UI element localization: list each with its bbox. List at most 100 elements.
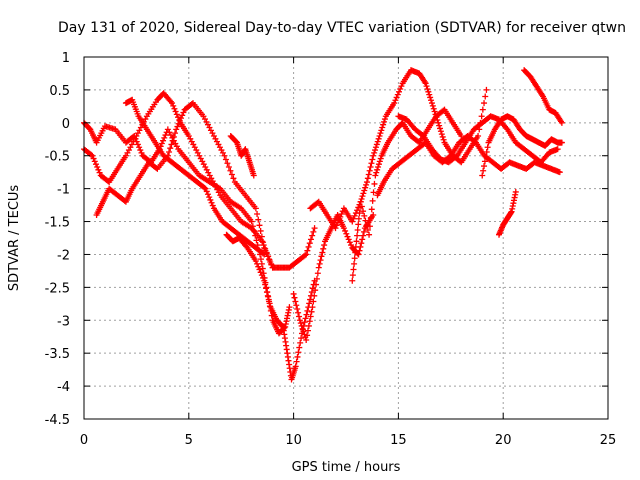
- data-point: [349, 272, 356, 279]
- data-point: [374, 138, 381, 145]
- data-point: [292, 298, 299, 305]
- data-point: [370, 152, 377, 159]
- data-point: [303, 251, 310, 258]
- data-point: [222, 156, 229, 163]
- data-point: [480, 167, 487, 174]
- data-point: [307, 313, 314, 320]
- data-point: [440, 136, 447, 143]
- data-layer: [81, 67, 565, 383]
- data-point: [294, 353, 301, 360]
- data-point: [170, 133, 177, 140]
- data-point: [291, 294, 298, 301]
- data-point: [258, 233, 265, 240]
- data-point: [248, 218, 255, 225]
- data-point: [381, 118, 388, 125]
- x-tick-label: 10: [285, 433, 302, 448]
- data-point: [95, 166, 102, 173]
- data-point: [96, 169, 103, 176]
- data-point: [436, 122, 443, 129]
- data-point: [227, 167, 234, 174]
- data-point: [261, 277, 268, 284]
- data-point: [188, 101, 195, 108]
- data-point: [295, 309, 302, 316]
- data-point: [367, 164, 374, 171]
- data-point: [342, 227, 349, 234]
- data-point: [256, 266, 263, 273]
- data-point: [358, 240, 365, 247]
- data-point: [136, 144, 143, 151]
- y-tick-label: -2: [57, 248, 70, 263]
- data-point: [430, 105, 437, 112]
- data-point: [255, 216, 262, 223]
- data-point: [253, 237, 260, 244]
- data-point: [221, 152, 228, 159]
- data-point: [379, 124, 386, 131]
- data-point: [208, 199, 215, 206]
- y-tick-label: -2.5: [45, 281, 70, 296]
- data-point: [370, 189, 377, 196]
- data-point: [173, 126, 180, 133]
- data-point: [361, 212, 368, 219]
- data-point: [307, 296, 314, 303]
- data-point: [225, 164, 232, 171]
- data-point: [380, 121, 387, 128]
- data-point: [356, 210, 363, 217]
- data-point: [308, 308, 315, 315]
- y-tick-label: -4: [57, 380, 70, 395]
- data-point: [377, 155, 384, 162]
- data-point: [475, 132, 482, 139]
- data-point: [298, 335, 305, 342]
- data-point: [294, 305, 301, 312]
- data-point: [355, 221, 362, 228]
- data-point: [372, 144, 379, 151]
- data-point: [309, 232, 316, 239]
- data-point: [172, 130, 179, 137]
- data-point: [258, 272, 265, 279]
- data-point: [437, 125, 444, 132]
- data-point: [439, 133, 446, 140]
- data-point: [346, 239, 353, 246]
- data-point: [252, 258, 259, 265]
- data-point: [340, 225, 347, 232]
- data-point: [556, 169, 563, 176]
- data-point: [176, 117, 183, 124]
- data-point: [428, 100, 435, 107]
- data-point: [368, 160, 375, 167]
- data-point: [376, 132, 383, 139]
- data-point: [167, 145, 174, 152]
- data-point: [134, 141, 141, 148]
- series-track-9: [349, 67, 490, 284]
- data-point: [426, 91, 433, 98]
- data-point: [359, 193, 366, 200]
- data-point: [364, 227, 371, 234]
- data-point: [254, 260, 261, 267]
- series-track-5: [223, 231, 318, 383]
- data-point: [351, 255, 358, 262]
- data-point: [314, 270, 321, 277]
- data-point: [300, 328, 307, 335]
- data-point: [201, 184, 208, 191]
- data-point: [299, 325, 306, 332]
- data-point: [434, 116, 441, 123]
- x-tick-label: 5: [185, 433, 193, 448]
- data-point: [259, 265, 266, 272]
- data-point: [318, 253, 325, 260]
- data-point: [309, 304, 316, 311]
- data-point: [351, 212, 358, 219]
- data-point: [431, 108, 438, 115]
- data-point: [360, 228, 367, 235]
- data-point: [296, 317, 303, 324]
- data-point: [317, 257, 324, 264]
- data-point: [313, 275, 320, 282]
- data-point: [432, 111, 439, 118]
- data-point: [303, 311, 310, 318]
- data-point: [337, 213, 344, 220]
- data-point: [250, 172, 257, 179]
- series-track-8: [307, 106, 465, 238]
- data-point: [429, 102, 436, 109]
- data-point: [349, 218, 356, 225]
- data-point: [264, 253, 271, 260]
- series-track-10: [374, 132, 563, 199]
